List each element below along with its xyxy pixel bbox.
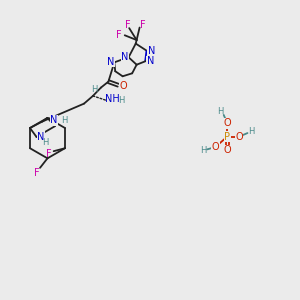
Text: H: H — [118, 97, 125, 106]
Text: H: H — [218, 107, 224, 116]
Text: O: O — [236, 132, 243, 142]
Text: N: N — [121, 52, 128, 62]
Text: N: N — [50, 115, 58, 125]
Text: H: H — [91, 85, 98, 94]
Text: F: F — [34, 168, 39, 178]
Text: O: O — [120, 81, 128, 92]
Text: F: F — [140, 20, 146, 30]
Text: N: N — [148, 46, 155, 56]
Text: H: H — [42, 138, 49, 147]
Text: O: O — [212, 142, 219, 152]
Text: F: F — [125, 20, 130, 30]
Text: N: N — [107, 57, 114, 67]
Text: P: P — [224, 132, 230, 142]
Text: N: N — [147, 56, 154, 66]
Text: H: H — [248, 128, 255, 136]
Text: F: F — [46, 148, 51, 159]
Text: F: F — [116, 30, 122, 40]
Text: NH: NH — [105, 94, 119, 104]
Text: H: H — [200, 146, 207, 154]
Text: N: N — [37, 132, 45, 142]
Text: H: H — [61, 116, 68, 125]
Text: O: O — [224, 145, 231, 155]
Text: O: O — [224, 118, 231, 128]
